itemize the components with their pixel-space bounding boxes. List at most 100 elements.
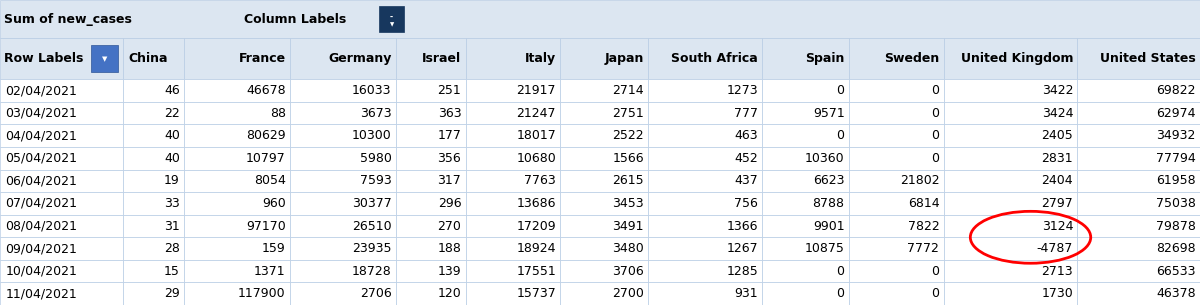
Text: 317: 317	[438, 174, 461, 187]
Bar	[560, 79, 648, 102]
Text: 7772: 7772	[907, 242, 940, 255]
Bar	[560, 102, 648, 124]
Bar	[648, 237, 762, 260]
Text: 5980: 5980	[360, 152, 391, 165]
Text: Spain: Spain	[805, 52, 845, 65]
Bar	[396, 282, 466, 305]
Text: 1273: 1273	[726, 84, 758, 97]
Bar	[648, 282, 762, 305]
Bar	[184, 124, 290, 147]
Text: 117900: 117900	[238, 287, 286, 300]
Text: 23935: 23935	[352, 242, 391, 255]
Text: 2700: 2700	[612, 287, 644, 300]
Bar	[762, 38, 848, 79]
Bar	[290, 215, 396, 237]
Text: 29: 29	[164, 287, 180, 300]
Bar	[122, 237, 184, 260]
Bar	[648, 79, 762, 102]
Bar	[648, 192, 762, 215]
Bar	[466, 124, 560, 147]
Text: 18924: 18924	[516, 242, 556, 255]
Bar	[943, 215, 1078, 237]
Bar	[122, 147, 184, 170]
Text: 40: 40	[164, 152, 180, 165]
Bar	[648, 38, 762, 79]
Bar	[648, 102, 762, 124]
Bar	[943, 147, 1078, 170]
Bar	[379, 6, 404, 32]
Bar	[762, 260, 848, 282]
Text: 2404: 2404	[1042, 174, 1073, 187]
Bar	[396, 237, 466, 260]
Bar	[184, 170, 290, 192]
Bar	[290, 260, 396, 282]
Text: 3706: 3706	[612, 265, 644, 278]
Bar	[466, 170, 560, 192]
Text: 62974: 62974	[1157, 107, 1196, 120]
Bar	[466, 215, 560, 237]
Text: France: France	[239, 52, 286, 65]
Text: 2615: 2615	[612, 174, 644, 187]
Text: 0: 0	[836, 287, 845, 300]
Bar	[848, 282, 943, 305]
Text: 6814: 6814	[907, 197, 940, 210]
Bar	[560, 237, 648, 260]
Text: 2797: 2797	[1042, 197, 1073, 210]
Text: 0: 0	[931, 152, 940, 165]
Text: 437: 437	[734, 174, 758, 187]
Bar	[122, 79, 184, 102]
Bar	[762, 124, 848, 147]
Text: 756: 756	[734, 197, 758, 210]
Bar	[648, 124, 762, 147]
Bar	[848, 79, 943, 102]
Text: 356: 356	[438, 152, 461, 165]
Bar	[848, 260, 943, 282]
Text: 31: 31	[164, 220, 180, 232]
Text: 251: 251	[438, 84, 461, 97]
Bar	[762, 170, 848, 192]
Text: 3124: 3124	[1042, 220, 1073, 232]
Bar	[466, 237, 560, 260]
Bar	[943, 79, 1078, 102]
Bar	[648, 215, 762, 237]
Bar	[560, 260, 648, 282]
Bar	[560, 192, 648, 215]
Bar	[290, 38, 396, 79]
Text: 75038: 75038	[1156, 197, 1196, 210]
Text: 03/04/2021: 03/04/2021	[6, 107, 78, 120]
Text: 10797: 10797	[246, 152, 286, 165]
Text: 1730: 1730	[1042, 287, 1073, 300]
Bar	[648, 260, 762, 282]
Text: Row Labels: Row Labels	[4, 52, 84, 65]
Text: 0: 0	[931, 107, 940, 120]
Text: 61958: 61958	[1156, 174, 1196, 187]
Bar	[848, 124, 943, 147]
Text: 0: 0	[931, 265, 940, 278]
Text: 46678: 46678	[246, 84, 286, 97]
Text: 931: 931	[734, 287, 758, 300]
Text: 0: 0	[836, 129, 845, 142]
Bar	[0, 260, 122, 282]
Text: 0: 0	[931, 287, 940, 300]
Text: 2751: 2751	[612, 107, 644, 120]
Text: Germany: Germany	[329, 52, 391, 65]
Bar	[184, 282, 290, 305]
Text: 79878: 79878	[1156, 220, 1196, 232]
Bar	[184, 147, 290, 170]
Bar	[290, 124, 396, 147]
Bar	[122, 102, 184, 124]
Text: Japan: Japan	[605, 52, 644, 65]
Text: 13686: 13686	[516, 197, 556, 210]
Text: 04/04/2021: 04/04/2021	[6, 129, 78, 142]
Text: -4787: -4787	[1037, 242, 1073, 255]
Text: 3673: 3673	[360, 107, 391, 120]
Bar	[396, 102, 466, 124]
Text: 159: 159	[262, 242, 286, 255]
Bar	[290, 170, 396, 192]
Bar	[122, 192, 184, 215]
Bar	[290, 147, 396, 170]
Text: 2714: 2714	[612, 84, 644, 97]
Bar	[466, 102, 560, 124]
Bar	[848, 102, 943, 124]
Text: 960: 960	[262, 197, 286, 210]
